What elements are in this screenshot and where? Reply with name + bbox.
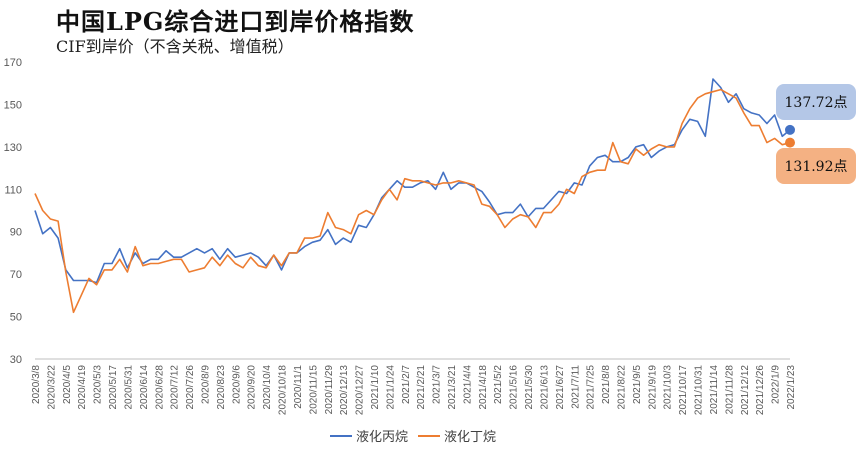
x-tick-label: 2020/11/29	[324, 365, 335, 415]
x-tick-label: 2021/10/3	[663, 365, 674, 410]
x-tick-label: 2020/3/22	[46, 365, 57, 410]
y-tick-label: 130	[4, 142, 22, 154]
y-tick-label: 150	[4, 99, 22, 111]
x-tick-label: 2021/3/7	[432, 365, 443, 404]
x-tick-label: 2020/3/8	[31, 365, 42, 404]
x-tick-label: 2020/11/1	[293, 365, 304, 409]
propane-last-value-callout: 137.72点	[776, 84, 856, 120]
x-tick-label: 2021/2/21	[416, 365, 427, 410]
x-tick-label: 2021/11/28	[724, 365, 735, 415]
series-line-butane	[34, 88, 791, 314]
x-tick-label: 2020/5/17	[108, 365, 119, 410]
x-tick-label: 2021/7/25	[586, 365, 597, 410]
x-tick-label: 2020/9/6	[231, 365, 242, 404]
y-tick-label: 50	[10, 312, 22, 324]
x-tick-label: 2021/9/5	[632, 365, 643, 404]
y-tick-label: 170	[4, 57, 22, 69]
x-tick-label: 2020/7/12	[170, 365, 181, 410]
x-tick-label: 2020/4/19	[77, 365, 88, 410]
x-tick-label: 2021/1/24	[385, 365, 396, 410]
x-tick-label: 2021/11/14	[709, 365, 720, 415]
butane-last-value-callout: 131.92点	[776, 148, 856, 184]
x-tick-label: 2021/5/16	[509, 365, 520, 410]
x-tick-label: 2020/5/3	[93, 365, 104, 404]
x-tick-label: 2021/7/11	[570, 365, 581, 409]
series-line-propane	[34, 78, 791, 284]
x-tick-label: 2020/10/4	[262, 365, 273, 410]
legend-label-propane: 液化丙烷	[356, 430, 408, 445]
x-tick-label: 2021/3/21	[447, 365, 458, 410]
x-tick-label: 2020/12/27	[355, 365, 366, 415]
x-tick-label: 2020/5/31	[123, 365, 134, 410]
x-tick-label: 2021/5/2	[493, 365, 504, 404]
x-tick-label: 2020/12/13	[339, 365, 350, 415]
x-tick-label: 2021/6/27	[555, 365, 566, 410]
x-tick-label: 2021/9/19	[647, 365, 658, 410]
x-tick-label: 2020/8/9	[200, 365, 211, 404]
x-tick-label: 2021/2/7	[401, 365, 412, 404]
x-tick-label: 2020/7/26	[185, 365, 196, 410]
x-tick-label: 2021/10/17	[678, 365, 689, 415]
y-tick-label: 90	[10, 227, 22, 239]
legend-label-butane: 液化丁烷	[444, 430, 496, 445]
x-tick-label: 2021/12/26	[755, 365, 766, 415]
x-tick-label: 2021/6/13	[539, 365, 550, 410]
x-tick-label: 2022/1/9	[771, 365, 782, 404]
x-tick-label: 2021/8/8	[601, 365, 612, 404]
x-tick-label: 2021/1/10	[370, 365, 381, 410]
x-tick-label: 2022/1/23	[786, 365, 797, 410]
y-tick-label: 70	[10, 269, 22, 281]
x-tick-label: 2021/8/22	[617, 365, 628, 410]
x-tick-label: 2020/8/23	[216, 365, 227, 410]
x-tick-label: 2020/6/14	[139, 365, 150, 410]
x-tick-label: 2020/10/18	[278, 365, 289, 415]
chart-subtitle: CIF到岸价（不含关税、增值税）	[56, 37, 294, 56]
x-tick-label: 2020/6/28	[154, 365, 165, 410]
series-end-point-propane	[785, 124, 795, 135]
x-tick-label: 2020/11/15	[308, 365, 319, 415]
chart-title: 中国LPG综合进口到岸价格指数	[56, 7, 415, 36]
x-tick-label: 2020/9/20	[247, 365, 258, 410]
x-tick-label: 2021/5/30	[524, 365, 535, 410]
series-end-point-butane	[785, 137, 795, 148]
x-tick-label: 2021/4/18	[478, 365, 489, 410]
x-tick-label: 2021/10/31	[694, 365, 705, 415]
y-tick-label: 30	[10, 354, 22, 366]
x-tick-label: 2020/4/5	[62, 365, 73, 404]
y-tick-label: 110	[4, 184, 22, 196]
x-tick-label: 2021/12/12	[740, 365, 751, 415]
x-tick-label: 2021/4/4	[462, 365, 473, 404]
